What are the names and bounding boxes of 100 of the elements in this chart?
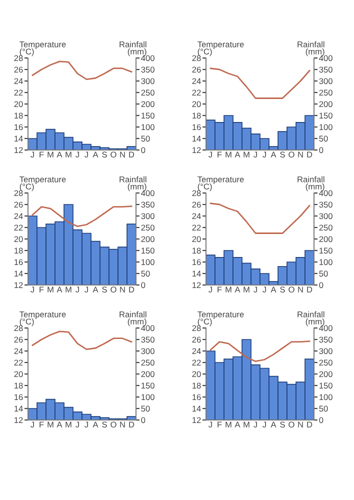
x-tick-label: J (254, 422, 257, 428)
line-series (32, 206, 132, 228)
y2-tick-label: 150 (319, 248, 332, 254)
x-tick-label: M (48, 152, 54, 158)
y-tick-label: 26 (14, 66, 23, 73)
y-tick-label: 18 (14, 382, 23, 389)
y-tick-label: 28 (14, 55, 23, 62)
y-tick-label: 14 (192, 136, 201, 142)
y-tick-label: 24 (192, 78, 201, 84)
x-tick-label: M (226, 422, 232, 428)
x-tick-label: F (40, 422, 44, 428)
x-tick-label: J (30, 152, 34, 158)
y-tick-label: 16 (14, 124, 23, 130)
line-series (210, 202, 310, 234)
y-tick-label: 14 (192, 406, 201, 412)
y2-tick-label: 100 (319, 259, 332, 266)
x-tick-label: N (120, 152, 125, 158)
x-tick-label: O (110, 422, 116, 428)
x-tick-label: A (270, 152, 276, 158)
x-tick-label: M (226, 152, 232, 158)
y-tick-label: 12 (14, 417, 23, 424)
y2-tick-label: 300 (141, 348, 154, 354)
x-tick-label: J (84, 422, 88, 428)
x-tick-label: J (254, 152, 257, 158)
y2-tick-label: 100 (319, 394, 332, 400)
x-tick-label: A (234, 286, 240, 292)
y2-tick-label: 0 (319, 417, 324, 424)
y-tick-label: 24 (192, 213, 201, 220)
x-tick-label: S (102, 422, 107, 428)
y2-tick-label: 350 (319, 202, 332, 208)
y-axis-title: Temperature (°C) (198, 42, 244, 56)
y-tick-label: 28 (14, 325, 23, 332)
y2-tick-label: 200 (319, 236, 332, 242)
x-tick-label: M (244, 422, 250, 428)
y2-tick-label: 300 (141, 78, 154, 84)
x-tick-label: M (244, 152, 250, 158)
y-tick-label: 14 (14, 136, 23, 142)
x-tick-label: J (30, 422, 34, 428)
x-tick-label: D (129, 422, 134, 428)
y-tick-label: 18 (192, 112, 201, 119)
x-tick-label: J (30, 286, 34, 293)
x-tick-label: A (270, 286, 276, 292)
y-axis-title: Temperature (°C) (198, 312, 244, 326)
x-tick-label: M (66, 422, 72, 428)
x-tick-label: N (298, 422, 303, 428)
y2-tick-label: 300 (141, 213, 154, 220)
y2-axis-title: Rainfall (mm) (298, 311, 324, 326)
x-tick-label: F (218, 286, 222, 292)
y-tick-label: 28 (192, 55, 201, 62)
y2-tick-label: 0 (141, 417, 146, 424)
x-tick-label: D (307, 422, 312, 428)
x-tick-label: D (129, 152, 134, 158)
x-tick-label: F (40, 152, 44, 158)
y-tick-label: 26 (192, 66, 201, 73)
y2-tick-label: 350 (319, 336, 332, 343)
x-tick-label: J (262, 152, 266, 158)
y2-tick-label: 400 (141, 325, 154, 332)
y-tick-label: 24 (14, 213, 23, 220)
y2-axis-title: Rainfall (mm) (120, 41, 146, 56)
x-tick-label: M (66, 286, 72, 292)
y-tick-label: 12 (14, 147, 23, 154)
y2-tick-label: 50 (141, 270, 150, 277)
y-tick-label: 26 (14, 202, 23, 208)
y2-tick-label: 50 (319, 136, 328, 142)
y-tick-label: 22 (14, 360, 23, 366)
y2-tick-label: 200 (319, 101, 332, 108)
y-tick-label: 24 (192, 348, 201, 354)
y2-axis-title: Rainfall (mm) (298, 41, 324, 56)
y-tick-label: 18 (192, 382, 201, 389)
y2-tick-label: 100 (141, 259, 154, 266)
y2-tick-label: 0 (319, 282, 324, 288)
y-tick-label: 14 (192, 270, 201, 277)
y2-tick-label: 0 (319, 147, 324, 154)
y2-tick-label: 400 (141, 55, 154, 62)
x-tick-label: A (92, 286, 98, 292)
y-tick-label: 28 (192, 190, 201, 196)
y2-tick-label: 350 (141, 336, 154, 343)
x-tick-label: A (234, 422, 240, 428)
x-tick-label: O (110, 152, 116, 158)
y2-tick-label: 150 (141, 112, 154, 119)
y2-tick-label: 50 (319, 270, 328, 277)
y2-tick-label: 50 (141, 136, 150, 142)
y-tick-label: 22 (192, 224, 201, 231)
y-tick-label: 26 (192, 202, 201, 208)
x-tick-label: J (262, 286, 266, 293)
x-tick-label: J (76, 422, 79, 428)
y2-tick-label: 200 (141, 371, 154, 378)
y2-tick-label: 150 (141, 248, 154, 254)
y-tick-label: 18 (14, 248, 23, 254)
x-tick-label: M (244, 286, 250, 292)
y-tick-label: 16 (192, 259, 201, 266)
x-tick-label: A (270, 422, 276, 428)
x-tick-label: O (288, 286, 294, 293)
x-tick-label: N (120, 422, 125, 428)
line-series (210, 68, 310, 99)
y-tick-label: 20 (14, 371, 23, 378)
x-tick-label: F (218, 152, 222, 158)
x-tick-label: S (280, 152, 285, 158)
y2-axis-title: Rainfall (mm) (120, 176, 146, 192)
y-tick-label: 20 (192, 101, 201, 108)
